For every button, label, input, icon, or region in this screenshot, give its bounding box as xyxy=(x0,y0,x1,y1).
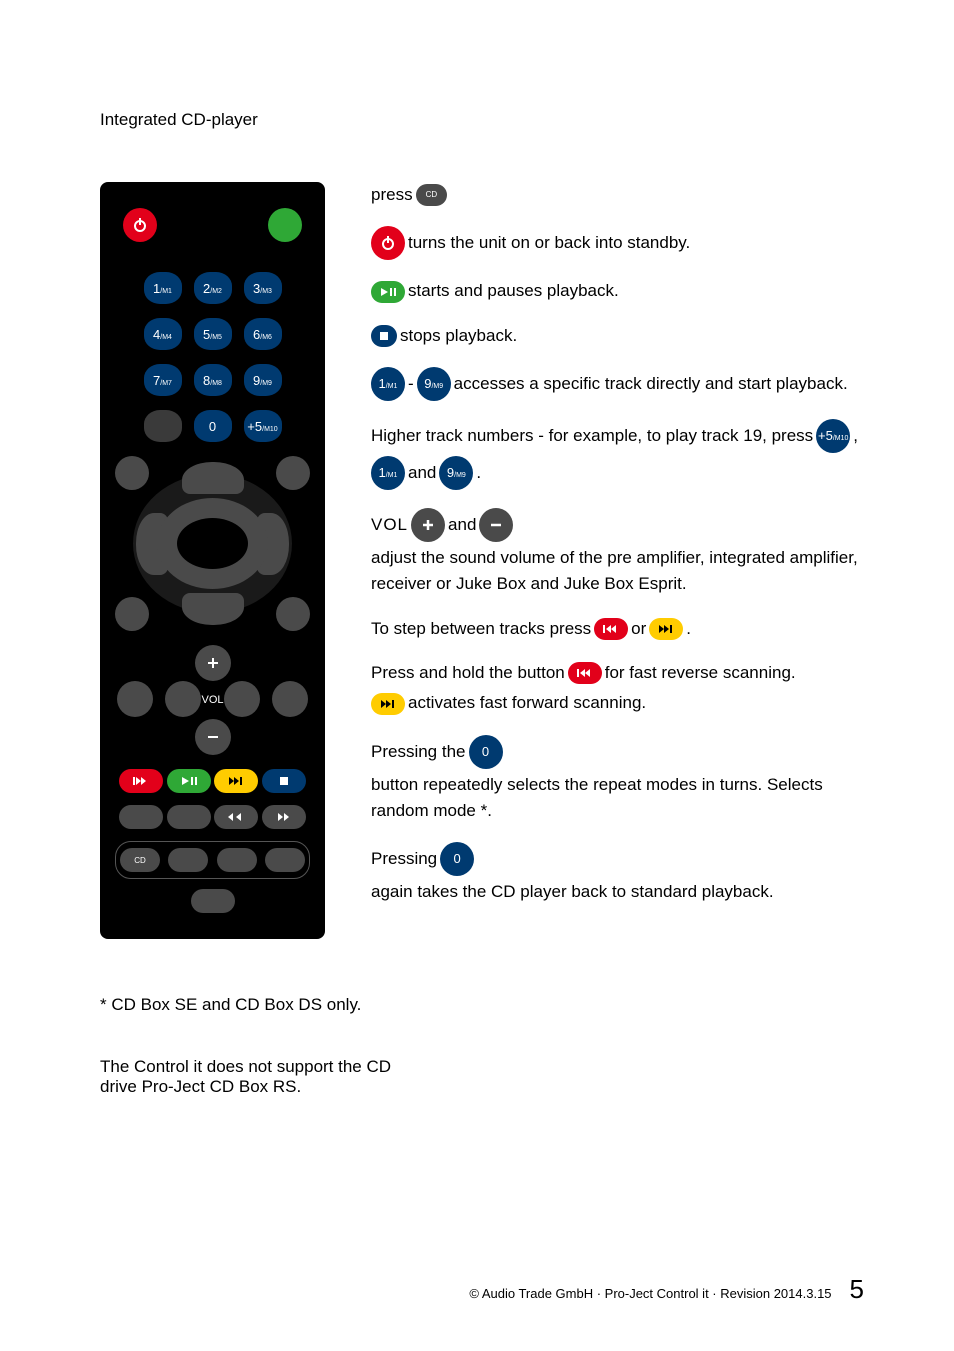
num9-icon-2: 9/M9 xyxy=(439,456,473,490)
cd-mode-group: CD xyxy=(115,841,310,879)
num-3[interactable]: 3/M3 xyxy=(244,272,282,304)
line-play: starts and pauses playback. xyxy=(371,278,864,304)
vol-up[interactable] xyxy=(195,645,231,681)
vol-left-blank[interactable] xyxy=(117,681,153,717)
skip-fwd-button[interactable] xyxy=(214,769,258,793)
num-9[interactable]: 9/M9 xyxy=(244,364,282,396)
num-1[interactable]: 1/M1 xyxy=(144,272,182,304)
grey-a[interactable] xyxy=(119,805,163,829)
cd-grey-1[interactable] xyxy=(168,848,208,872)
num-2[interactable]: 2/M2 xyxy=(194,272,232,304)
line-repeat: Pressing the 0 button repeatedly selects… xyxy=(371,735,864,825)
vol-mid-left[interactable] xyxy=(165,681,201,717)
vol-minus-icon xyxy=(479,508,513,542)
num-7[interactable]: 7/M7 xyxy=(144,364,182,396)
skip-back-button[interactable] xyxy=(119,769,163,793)
num9-icon: 9/M9 xyxy=(417,367,451,401)
bottom-button[interactable] xyxy=(191,889,235,913)
page-footer: © Audio Trade GmbH · Pro-Ject Control it… xyxy=(0,1274,864,1305)
remote-illustration: 1/M1 2/M2 3/M3 4/M4 5/M5 6/M6 7/M7 8/M8 … xyxy=(100,182,325,939)
num-plus5[interactable]: +5/M10 xyxy=(244,410,282,442)
page-number: 5 xyxy=(850,1274,864,1305)
vol-mid-right[interactable] xyxy=(224,681,260,717)
cd-pill-icon: CD xyxy=(416,184,448,206)
num1-icon: 1/M1 xyxy=(371,367,405,401)
vol-text: VOL xyxy=(371,512,408,538)
vol-plus-icon xyxy=(411,508,445,542)
green-button[interactable] xyxy=(268,208,302,242)
line-stop: stops playback. xyxy=(371,323,864,349)
line-ffwd: activates fast forward scanning. xyxy=(371,690,864,716)
line-volume: VOL and adjust the sound volume of the p… xyxy=(371,508,864,598)
skip-back-icon-2 xyxy=(568,662,602,684)
rewind-button[interactable] xyxy=(214,805,258,829)
section-heading: Integrated CD-player xyxy=(100,110,864,130)
line-standard: Pressing 0 again takes the CD player bac… xyxy=(371,842,864,905)
plus5-icon: +5/M10 xyxy=(816,419,850,453)
stop-icon xyxy=(371,325,397,347)
footnote-1: * CD Box SE and CD Box DS only. xyxy=(100,995,864,1015)
transport-row xyxy=(115,769,310,793)
line-hold-reverse: Press and hold the button for fast rever… xyxy=(371,660,864,686)
cd-mode-button[interactable]: CD xyxy=(120,848,160,872)
fastfwd-button[interactable] xyxy=(262,805,306,829)
num1-icon-2: 1/M1 xyxy=(371,456,405,490)
num-6[interactable]: 6/M6 xyxy=(244,318,282,350)
num-4[interactable]: 4/M4 xyxy=(144,318,182,350)
vol-down[interactable] xyxy=(195,719,231,755)
footnote-2: The Control it does not support the CD d… xyxy=(100,1057,420,1097)
vol-label: VOL xyxy=(201,694,223,706)
skip-fwd-icon-2 xyxy=(371,693,405,715)
line-track-direct: 1/M1 - 9/M9 accesses a specific track di… xyxy=(371,367,864,401)
num-blank[interactable] xyxy=(144,410,182,442)
line-higher-tracks: Higher track numbers - for example, to p… xyxy=(371,419,864,490)
grey-b[interactable] xyxy=(167,805,211,829)
skip-fwd-icon xyxy=(649,618,683,640)
vol-right-blank[interactable] xyxy=(272,681,308,717)
zero-icon: 0 xyxy=(469,735,503,769)
stop-button[interactable] xyxy=(262,769,306,793)
number-pad: 1/M1 2/M2 3/M3 4/M4 5/M5 6/M6 7/M7 8/M8 … xyxy=(115,272,310,442)
num-5[interactable]: 5/M5 xyxy=(194,318,232,350)
line-step-tracks: To step between tracks press or . xyxy=(371,616,864,642)
skip-back-icon xyxy=(594,618,628,640)
zero-icon-2: 0 xyxy=(440,842,474,876)
instructions: press CD turns the unit on or back into … xyxy=(371,182,864,939)
cd-grey-2[interactable] xyxy=(217,848,257,872)
dpad[interactable] xyxy=(115,456,310,631)
play-pause-button[interactable] xyxy=(167,769,211,793)
num-0[interactable]: 0 xyxy=(194,410,232,442)
line-power: turns the unit on or back into standby. xyxy=(371,226,864,260)
copyright: © Audio Trade GmbH · Pro-Ject Control it… xyxy=(469,1286,831,1301)
cd-grey-3[interactable] xyxy=(265,848,305,872)
power-icon xyxy=(371,226,405,260)
num-8[interactable]: 8/M8 xyxy=(194,364,232,396)
volume-cluster: VOL xyxy=(115,645,310,755)
power-button[interactable] xyxy=(123,208,157,242)
play-pause-icon xyxy=(371,281,405,303)
line-press-cd: press CD xyxy=(371,182,864,208)
